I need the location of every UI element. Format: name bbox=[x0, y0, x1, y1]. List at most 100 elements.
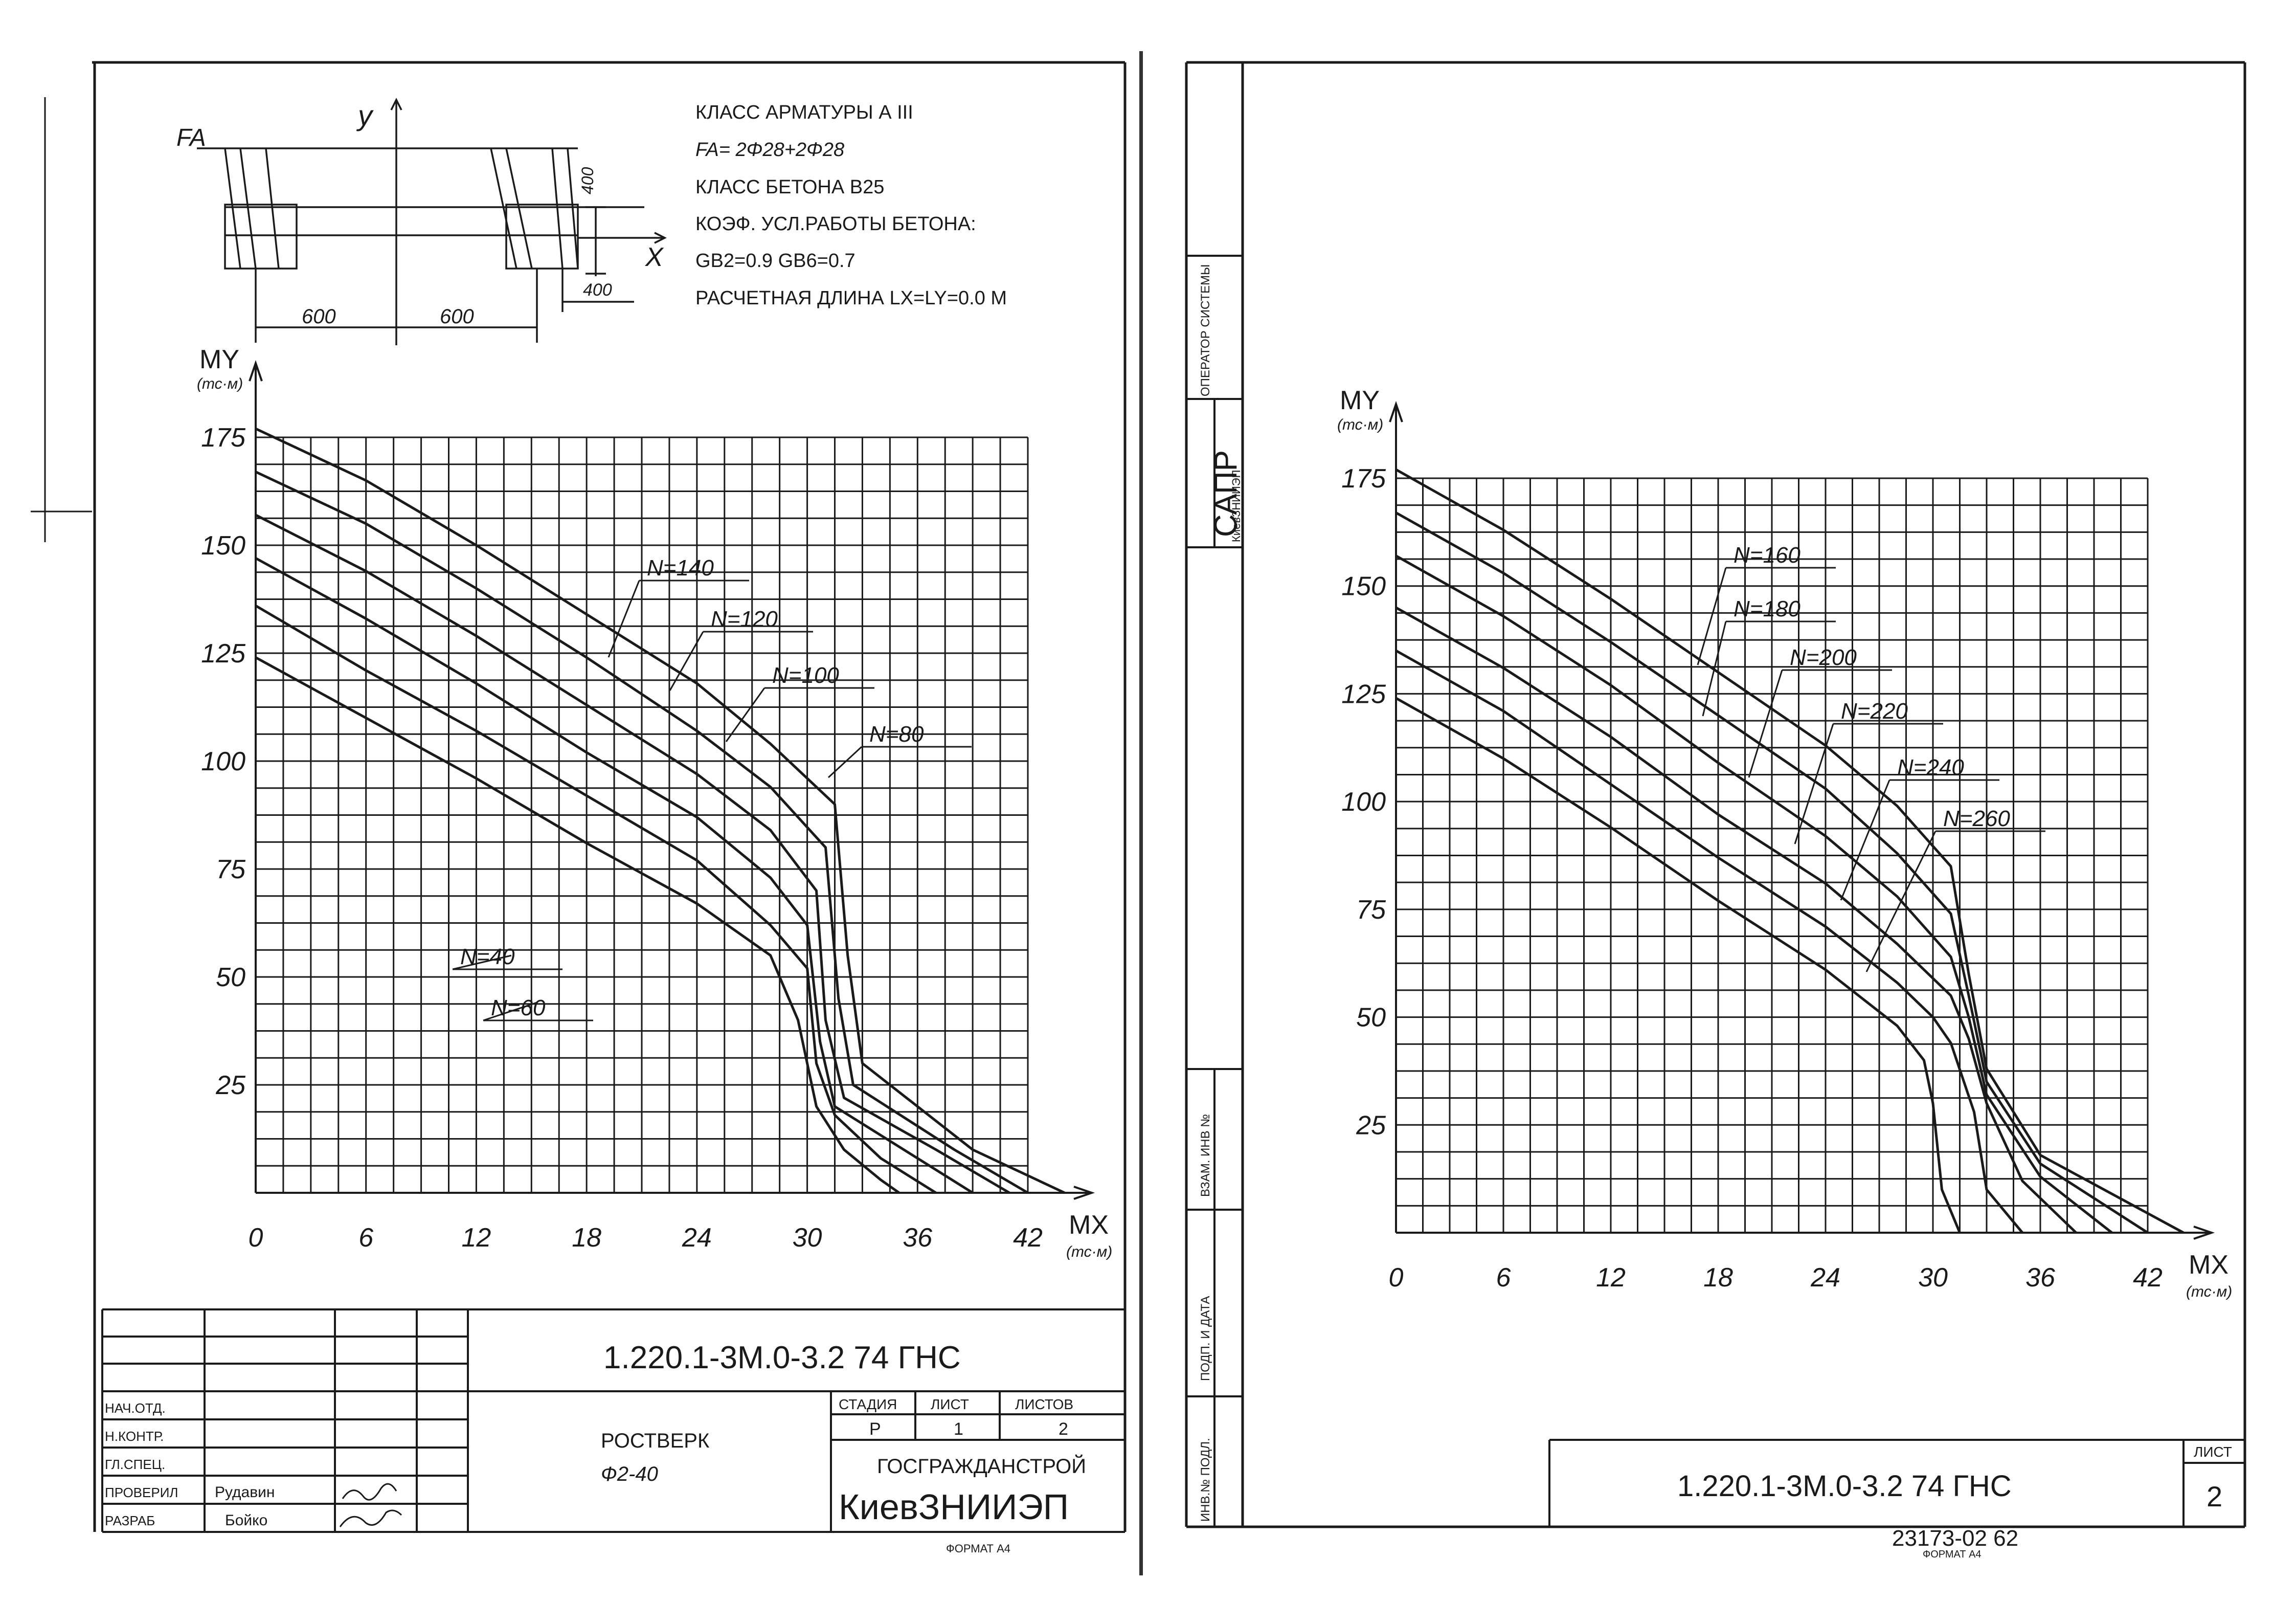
y-tick-label: 50 bbox=[1356, 1003, 1386, 1033]
drawing-code-right: 1.220.1-3М.0-3.2 74 ГНС bbox=[1677, 1470, 2012, 1503]
y-tick-label: 125 bbox=[201, 639, 246, 669]
sheet-header-right: ЛИСТ bbox=[2194, 1444, 2232, 1460]
series-line bbox=[255, 427, 1065, 1194]
y-axis-arrow bbox=[249, 360, 263, 382]
label-leader bbox=[1702, 621, 1727, 717]
name-proveril: Рудавин bbox=[215, 1484, 275, 1501]
tick-labels: 0 6 12 18 24 30 36 42 25 50 75 100 125 150 175 bbox=[1341, 464, 2163, 1293]
spec-line: КОЭФ. УСЛ.РАБОТЫ БЕТОНА: bbox=[695, 213, 976, 235]
label-leader bbox=[1865, 831, 1937, 972]
role-gl-spec: ГЛ.СПЕЦ. bbox=[105, 1457, 165, 1472]
y-tick-label: 125 bbox=[1341, 679, 1386, 709]
spec-line: FA= 2Φ28+2Φ28 bbox=[695, 139, 844, 161]
x-axis-unit: (тс·м) bbox=[1066, 1243, 1112, 1260]
format-label-right: ФОРМАТ А4 bbox=[1923, 1549, 1982, 1560]
curve-labels: N=160 N=180 N=200 N=220 N=240 N=260 bbox=[1697, 543, 2045, 972]
y-tick-label: 100 bbox=[1341, 787, 1386, 817]
series-lines bbox=[1395, 468, 2185, 1234]
x-tick-label: 6 bbox=[358, 1223, 373, 1253]
chart-grid bbox=[255, 436, 1029, 1194]
chart-axes bbox=[1389, 400, 2215, 1240]
name-razrab: Бойко bbox=[225, 1512, 267, 1529]
vzam-label: ВЗАМ. ИНВ № bbox=[1199, 1114, 1212, 1197]
series-line bbox=[255, 557, 974, 1194]
y-axis-unit: (тс·м) bbox=[1337, 416, 1383, 433]
x-tick-label: 12 bbox=[1596, 1263, 1626, 1293]
curve-label: N=200 bbox=[1790, 645, 1857, 670]
x-axis-label: X bbox=[645, 242, 664, 272]
x-tick-label: 24 bbox=[682, 1223, 712, 1253]
curve-label: N=160 bbox=[1734, 543, 1800, 568]
label-leader bbox=[1794, 723, 1834, 844]
dim-h2: 600 bbox=[440, 305, 474, 328]
x-tick-label: 42 bbox=[2133, 1263, 2163, 1293]
x-tick-label: 42 bbox=[1013, 1223, 1043, 1253]
left-sheet-frame bbox=[92, 61, 1127, 1532]
y-tick-label: 175 bbox=[201, 423, 246, 453]
spec-line: КЛАСС БЕТОНА В25 bbox=[695, 176, 884, 198]
drawing-code: 1.220.1-3М.0-3.2 74 ГНС bbox=[603, 1340, 961, 1375]
sheet-fold-line bbox=[1139, 51, 1143, 1575]
spec-notes: КЛАСС АРМАТУРЫ А III FA= 2Φ28+2Φ28 КЛАСС… bbox=[695, 102, 1007, 309]
curve-label: N=140 bbox=[647, 555, 714, 581]
role-n-kontr: Н.КОНТР. bbox=[105, 1429, 164, 1444]
dim-h1: 600 bbox=[302, 305, 336, 328]
item-mark: Ф2-40 bbox=[601, 1463, 658, 1485]
x-axis-arrow bbox=[1073, 1186, 1095, 1200]
right-title-block bbox=[1548, 1439, 2245, 1527]
curve-label: N=180 bbox=[1734, 596, 1800, 621]
x-tick-label: 30 bbox=[793, 1223, 822, 1253]
y-tick-label: 50 bbox=[216, 963, 245, 992]
item-name: РОСТВЕРК bbox=[601, 1430, 710, 1452]
x-tick-label: 12 bbox=[462, 1223, 491, 1253]
spec-line: КЛАСС АРМАТУРЫ А III bbox=[695, 102, 913, 123]
chart-right: 0 6 12 18 24 30 36 42255075100125150175MY(тс·м)… bbox=[1337, 386, 2232, 1300]
x-axis-unit: (тс·м) bbox=[2186, 1283, 2232, 1300]
right-side-stamp bbox=[1186, 255, 1243, 1527]
curve-label: N=220 bbox=[1841, 699, 1908, 724]
y-axis-arrow bbox=[1389, 400, 1403, 422]
y-axis-title: MY bbox=[199, 345, 239, 374]
x-tick-label: 24 bbox=[1810, 1263, 1840, 1293]
curve-label: N=100 bbox=[772, 663, 839, 688]
y-tick-label: 75 bbox=[1356, 895, 1386, 925]
x-axis-title: MX bbox=[2189, 1250, 2229, 1280]
x-tick-label: 0 bbox=[249, 1223, 263, 1253]
fa-label: FA bbox=[176, 124, 206, 151]
archive-number: 23173-02 62 bbox=[1892, 1526, 2018, 1551]
x-tick-label: 18 bbox=[572, 1223, 601, 1253]
label-leader bbox=[827, 746, 863, 778]
curve-label: N=60 bbox=[491, 995, 546, 1020]
section-labels: FA y X 600 600 400 400 bbox=[176, 99, 664, 328]
role-proveril: ПРОВЕРИЛ bbox=[105, 1485, 178, 1500]
label-leader bbox=[725, 687, 766, 742]
label-leader bbox=[1748, 670, 1783, 778]
label-leader bbox=[1840, 780, 1890, 901]
label-leader bbox=[669, 631, 704, 691]
y-tick-label: 175 bbox=[1341, 464, 1386, 494]
role-razrab: РАЗРАБ bbox=[105, 1513, 155, 1528]
y-tick-label: 100 bbox=[201, 747, 245, 776]
label-leader bbox=[452, 954, 512, 970]
y-tick-label: 25 bbox=[1356, 1110, 1386, 1140]
x-tick-label: 0 bbox=[1389, 1263, 1404, 1293]
series-line bbox=[255, 471, 1029, 1194]
y-tick-label: 150 bbox=[201, 531, 245, 561]
series-line bbox=[255, 605, 937, 1194]
operator-label: ОПЕРАТОР СИСТЕМЫ bbox=[1199, 264, 1212, 396]
curve-label: N=240 bbox=[1897, 755, 1964, 780]
series-line bbox=[1395, 554, 2113, 1234]
sheets-header: ЛИСТОВ bbox=[1015, 1396, 1073, 1412]
x-tick-label: 6 bbox=[1496, 1263, 1511, 1293]
series-line bbox=[1395, 606, 2077, 1234]
right-stamp-text: ОПЕРАТОР СИСТЕМЫ САПР КиевЗНИИЭП ВЗАМ. И… bbox=[1199, 264, 1244, 1522]
right-sheet-frame bbox=[1185, 61, 2246, 1528]
chart-grid bbox=[1395, 477, 2149, 1234]
format-label: ФОРМАТ А4 bbox=[946, 1542, 1010, 1555]
right-title-text: 1.220.1-3М.0-3.2 74 ГНС ЛИСТ 2 23173-02 … bbox=[1677, 1444, 2232, 1560]
y-axis-unit: (тс·м) bbox=[197, 375, 243, 392]
series-line bbox=[255, 656, 900, 1194]
label-leader bbox=[607, 580, 640, 658]
label-leader bbox=[483, 1002, 537, 1021]
